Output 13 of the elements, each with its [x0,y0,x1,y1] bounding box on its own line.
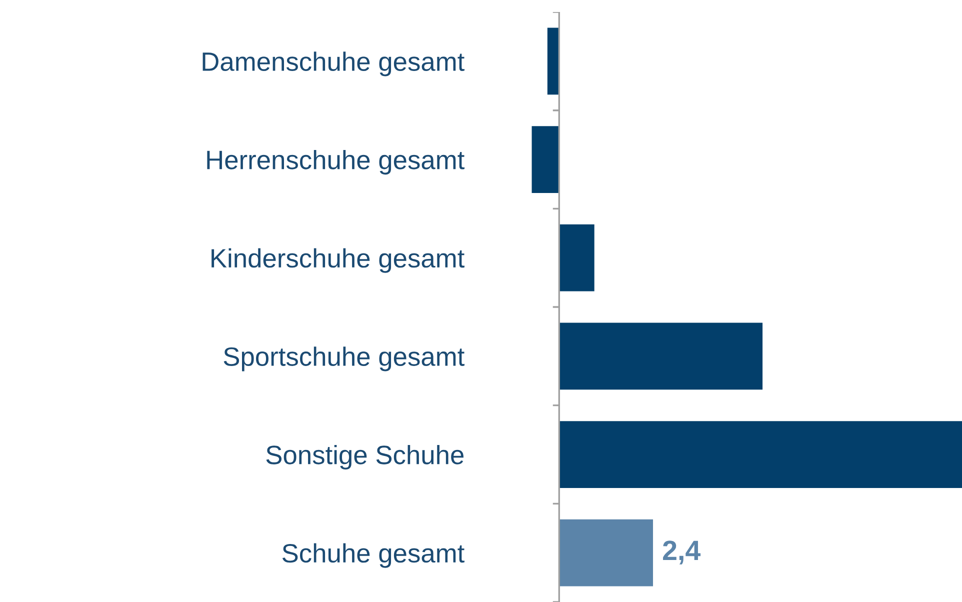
y-tick-label: Sonstige Schuhe [266,444,464,470]
bar [547,28,560,95]
bar [532,126,560,193]
bar [559,224,594,292]
y-tick-label: Kinderschuhe gesamt [212,248,464,273]
bar [559,519,654,586]
y-tick-label: Herrenschuhe gesamt [207,150,464,175]
y-tick-label: Damenschuhe gesamt [202,52,464,76]
bar [559,421,962,488]
y-tick-label: Schuhe gesamt [282,543,464,568]
bar [559,322,763,390]
data-label: 2,4 [663,540,701,564]
y-tick-label: Sportschuhe gesamt [224,346,464,372]
